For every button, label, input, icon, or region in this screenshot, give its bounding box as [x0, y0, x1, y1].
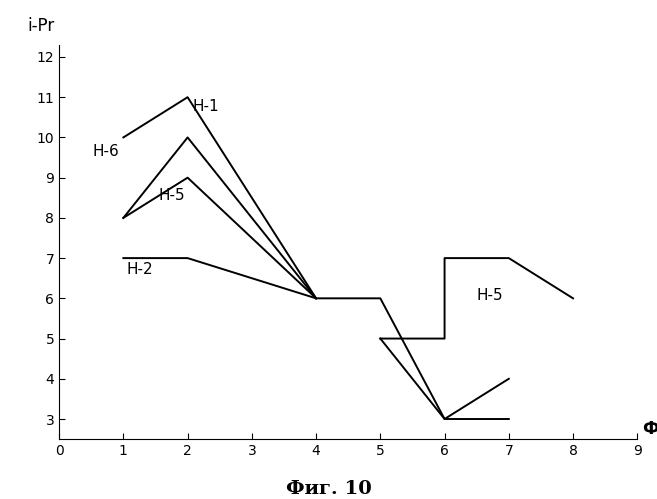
Text: Н-1: Н-1	[193, 99, 219, 114]
Text: Н-5: Н-5	[159, 188, 185, 203]
Text: Н-2: Н-2	[127, 262, 153, 277]
Text: Н-5: Н-5	[477, 288, 503, 303]
Text: Фиг. 10: Фиг. 10	[286, 480, 371, 498]
Text: i-Pr: i-Pr	[27, 17, 55, 35]
Text: Н-6: Н-6	[93, 144, 120, 159]
Text: Фракции: Фракции	[643, 420, 657, 438]
